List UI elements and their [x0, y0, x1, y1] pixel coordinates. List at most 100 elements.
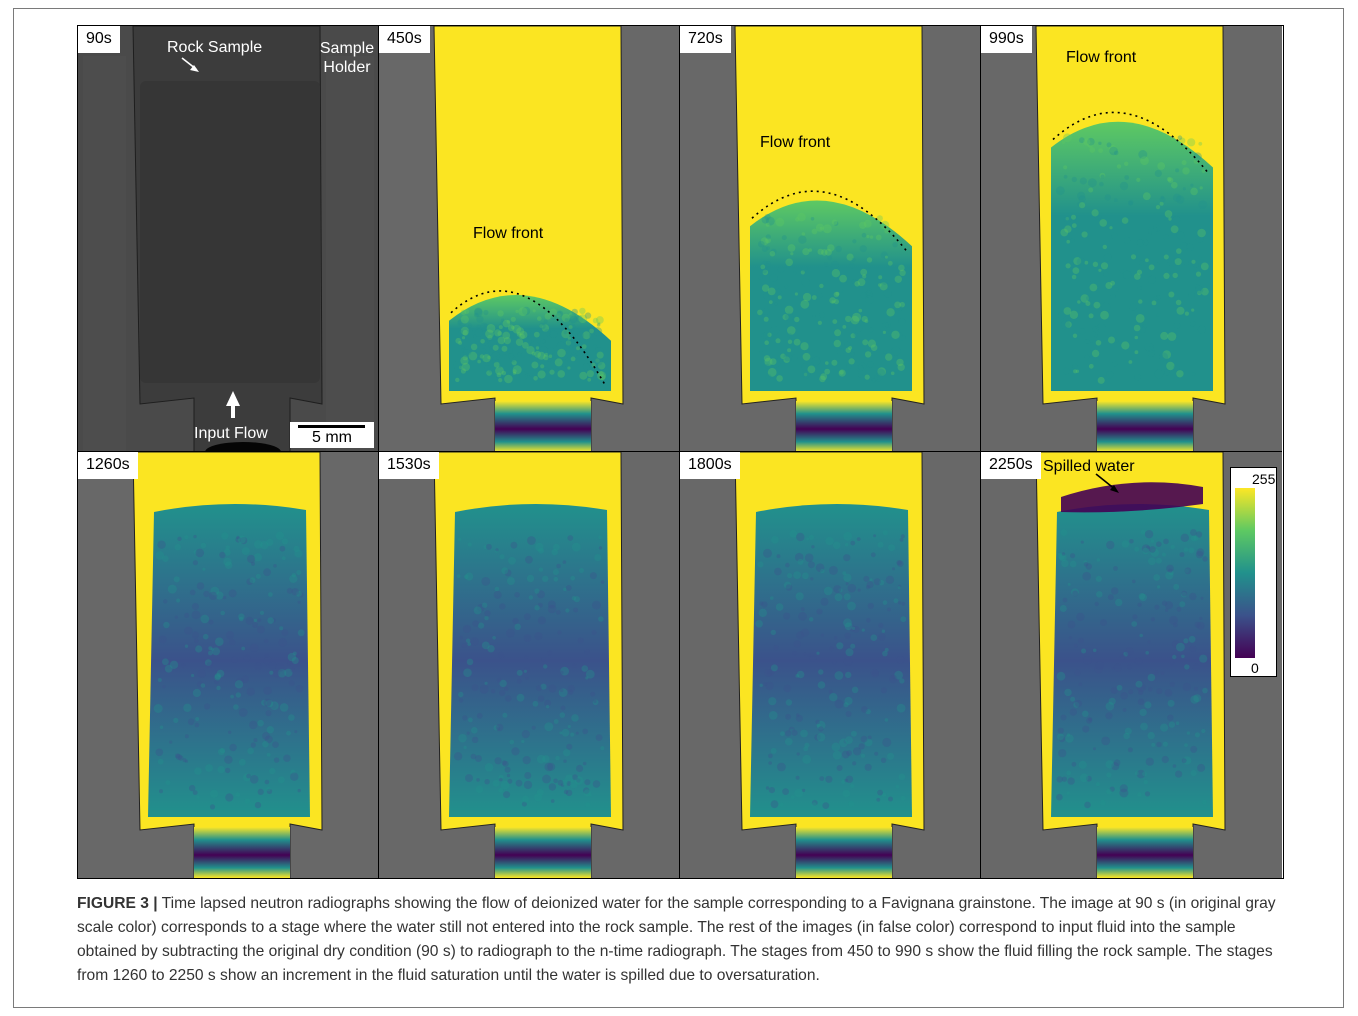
- texture-speckle: [584, 312, 592, 319]
- texture-speckle: [519, 331, 528, 339]
- texture-speckle: [870, 634, 878, 641]
- texture-speckle: [511, 360, 517, 366]
- texture-speckle: [533, 376, 538, 381]
- texture-speckle: [839, 289, 844, 293]
- texture-speckle: [537, 602, 543, 608]
- texture-speckle: [1080, 540, 1084, 544]
- texture-speckle: [184, 759, 188, 763]
- texture-speckle: [1166, 262, 1170, 266]
- texture-speckle: [1089, 283, 1098, 292]
- texture-speckle: [1090, 339, 1094, 343]
- texture-speckle: [534, 350, 541, 358]
- texture-speckle: [524, 772, 532, 779]
- texture-speckle: [864, 351, 872, 358]
- texture-speckle: [1111, 232, 1118, 240]
- texture-speckle: [599, 374, 606, 381]
- texture-speckle: [1166, 361, 1175, 371]
- texture-speckle: [297, 788, 301, 793]
- texture-speckle: [869, 578, 873, 582]
- texture-speckle: [1066, 733, 1071, 737]
- texture-speckle: [867, 361, 874, 368]
- texture-speckle: [460, 315, 469, 324]
- texture-speckle: [864, 319, 869, 323]
- texture-speckle: [852, 312, 862, 322]
- texture-speckle: [173, 576, 180, 583]
- texture-speckle: [865, 295, 874, 304]
- texture-speckle: [818, 726, 824, 732]
- texture-speckle: [194, 767, 202, 775]
- texture-speckle: [293, 651, 297, 656]
- texture-speckle: [1078, 195, 1086, 203]
- texture-speckle: [889, 675, 898, 684]
- texture-speckle: [1061, 552, 1066, 556]
- texture-speckle: [1188, 635, 1196, 643]
- time-label: 1260s: [78, 452, 138, 479]
- texture-speckle: [217, 748, 225, 756]
- texture-speckle: [270, 702, 277, 709]
- texture-speckle: [768, 753, 773, 759]
- texture-speckle: [526, 574, 535, 583]
- texture-speckle: [1138, 593, 1146, 600]
- texture-speckle: [796, 713, 800, 717]
- texture-speckle: [787, 348, 792, 353]
- texture-speckle: [283, 754, 291, 762]
- texture-speckle: [817, 377, 823, 384]
- texture-speckle: [286, 730, 291, 736]
- texture-speckle: [1134, 546, 1140, 552]
- texture-speckle: [501, 345, 508, 352]
- texture-speckle: [1108, 336, 1115, 344]
- texture-speckle: [776, 554, 781, 559]
- texture-speckle: [1107, 594, 1114, 601]
- texture-speckle: [474, 308, 483, 317]
- texture-speckle: [495, 366, 504, 376]
- texture-speckle: [835, 291, 840, 296]
- falsecolor-radiograph: [1035, 452, 1226, 878]
- texture-speckle: [565, 608, 570, 613]
- texture-speckle: [568, 323, 576, 331]
- texture-speckle: [1124, 727, 1132, 735]
- texture-speckle: [825, 361, 829, 365]
- texture-speckle: [843, 739, 848, 744]
- texture-speckle: [463, 745, 467, 750]
- texture-speckle: [866, 257, 873, 263]
- texture-speckle: [856, 364, 864, 372]
- texture-speckle: [785, 262, 791, 268]
- texture-speckle: [766, 246, 770, 251]
- texture-speckle: [272, 741, 279, 748]
- texture-speckle: [278, 637, 288, 647]
- texture-speckle: [257, 719, 264, 727]
- texture-speckle: [495, 549, 499, 553]
- texture-speckle: [795, 592, 804, 601]
- texture-speckle: [547, 354, 556, 363]
- texture-speckle: [764, 213, 771, 221]
- spilled-water-region: [1061, 482, 1203, 513]
- texture-speckle: [765, 786, 770, 790]
- texture-speckle: [785, 312, 794, 322]
- texture-speckle: [497, 336, 506, 345]
- texture-speckle: [1136, 769, 1146, 779]
- texture-speckle: [238, 708, 248, 717]
- texture-speckle: [163, 621, 170, 629]
- texture-speckle: [1056, 671, 1066, 681]
- texture-speckle: [850, 643, 856, 649]
- texture-speckle: [208, 591, 218, 601]
- texture-speckle: [466, 658, 474, 666]
- texture-speckle: [1170, 544, 1175, 550]
- texture-speckle: [800, 299, 810, 309]
- texture-speckle: [1082, 710, 1089, 718]
- texture-speckle: [499, 320, 509, 330]
- texture-speckle: [564, 318, 569, 322]
- texture-speckle: [1061, 559, 1069, 568]
- texture-speckle: [881, 792, 887, 797]
- texture-speckle: [1202, 556, 1208, 562]
- texture-speckle: [807, 653, 811, 657]
- texture-speckle: [187, 718, 195, 726]
- texture-speckle: [1171, 181, 1178, 189]
- texture-speckle: [518, 307, 528, 317]
- input-flow-label: Input Flow: [194, 425, 268, 442]
- texture-speckle: [565, 774, 574, 783]
- texture-speckle: [1136, 239, 1145, 247]
- texture-speckle: [503, 791, 511, 799]
- texture-speckle: [273, 757, 280, 763]
- texture-speckle: [1088, 178, 1097, 188]
